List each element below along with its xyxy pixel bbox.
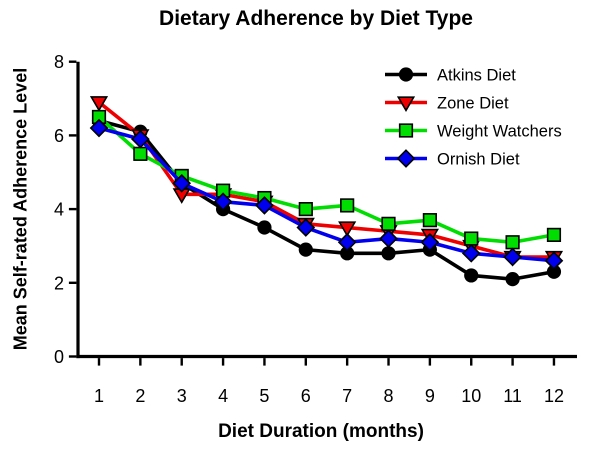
x-tick-label: 11 [503,386,522,406]
legend-square-icon [398,123,414,138]
series-marker-ornish-diet [131,129,150,149]
legend-label: Weight Watchers [437,123,562,141]
legend-item-weight-watchers: Weight Watchers [385,123,562,141]
series-marker-ornish-diet [213,192,233,212]
series-marker-weight-watchers [546,227,562,242]
x-tick-label: 8 [384,386,394,406]
series-marker-ornish-diet [379,229,398,248]
series-marker-weight-watchers [464,231,479,246]
x-tick-label: 2 [135,386,145,406]
x-axis-title: Diet Duration (months) [218,421,424,442]
legend-item-zone-diet: Zone Diet [385,95,509,113]
x-tick-label: 9 [425,386,435,406]
x-tick-label: 1 [94,386,104,406]
series-marker-ornish-diet [296,218,316,237]
series-ornish-diet [89,118,564,271]
y-tick-label: 4 [54,200,64,220]
series-marker-ornish-diet [544,251,564,271]
chart-title: Dietary Adherence by Diet Type [159,7,473,30]
x-tick-label: 3 [177,386,187,406]
x-tick-label: 12 [544,386,564,406]
series-marker-atkins-diet [298,242,313,257]
series-marker-atkins-diet [257,220,272,235]
series-marker-atkins-diet [381,246,396,261]
series-marker-ornish-diet [255,196,274,215]
series-marker-atkins-diet [464,268,479,283]
legend: Atkins Diet Zone Diet Weight Watchers Ornis… [385,67,562,169]
series-marker-ornish-diet [89,118,109,138]
series-marker-atkins-diet [505,272,520,287]
series-marker-weight-watchers [133,146,148,161]
series-marker-ornish-diet [503,247,522,267]
legend-label: Atkins Diet [437,67,516,85]
x-tick-label: 6 [301,386,311,406]
series-marker-ornish-diet [420,232,440,252]
series-marker-zone-diet [89,96,109,112]
y-tick-label: 0 [54,347,64,367]
series-marker-weight-watchers [505,235,520,250]
series-weight-watchers [91,109,562,250]
y-tick-label: 8 [54,52,64,72]
y-tick-label: 6 [54,126,64,146]
series-marker-ornish-diet [172,173,192,193]
legend-diamond-icon [396,149,416,168]
y-axis-title: Mean Self-rated Adherence Level [10,67,31,351]
series-marker-weight-watchers [298,202,313,217]
legend-label: Ornish Diet [437,151,520,169]
x-tick-label: 4 [218,386,228,406]
legend-item-ornish-diet: Ornish Diet [385,149,520,169]
y-tick-label: 2 [54,273,64,293]
series-marker-weight-watchers [381,216,396,231]
x-tick-label: 5 [259,386,269,406]
x-tick-label: 7 [342,386,352,406]
x-tick-label: 10 [461,386,481,406]
legend-circle-icon [398,67,414,82]
legend-triangle-down-icon [396,96,416,112]
legend-item-atkins-diet: Atkins Diet [385,67,516,85]
series-marker-weight-watchers [340,198,355,213]
legend-label: Zone Diet [437,95,509,113]
series-marker-zone-diet [338,221,357,238]
series-marker-ornish-diet [461,243,481,263]
series-marker-weight-watchers [422,213,437,228]
series-marker-ornish-diet [337,232,357,252]
